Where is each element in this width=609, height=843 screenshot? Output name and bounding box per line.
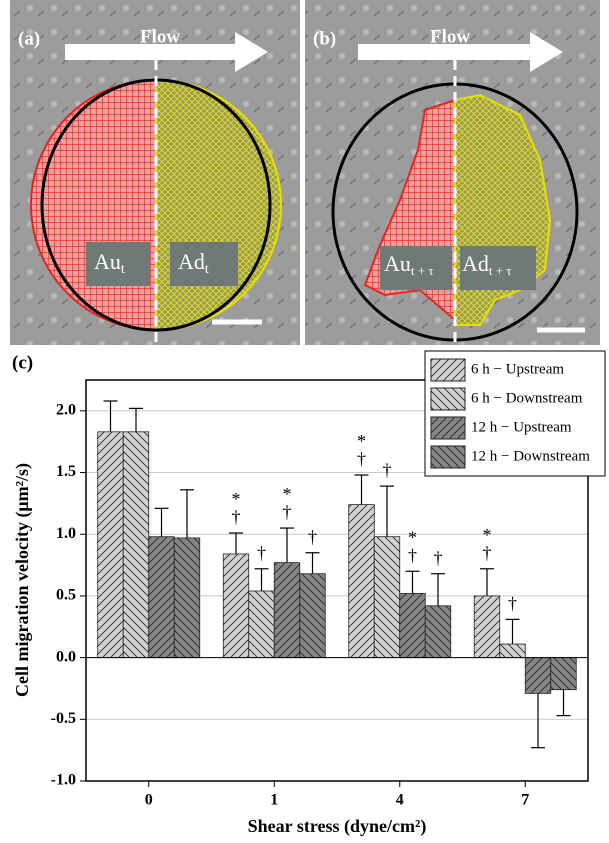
y-axis-label: Cell migration velocity (μm²/s): [12, 463, 33, 697]
bar: [473, 595, 501, 659]
x-tick-label: 7: [521, 792, 529, 809]
area-label: Adt: [178, 249, 209, 277]
panel-label: (b): [313, 28, 336, 49]
bar: [499, 643, 526, 659]
bar: [222, 553, 250, 659]
x-tick-label: 1: [270, 792, 278, 809]
bar: [348, 504, 375, 659]
bar: [399, 593, 426, 659]
x-axis-label: Shear stress (dyne/cm²): [248, 816, 427, 837]
legend-swatch: [430, 445, 466, 469]
y-tick-label: 1.0: [56, 525, 76, 542]
legend-swatch: [430, 416, 466, 440]
plot-frame: [85, 379, 589, 782]
x-tick-label: 4: [396, 792, 404, 809]
bar: [248, 590, 275, 659]
legend-label: 6 h − Upstream: [471, 361, 564, 377]
significance-mark: †: [408, 545, 417, 565]
legend-label: 12 h − Upstream: [471, 419, 572, 435]
significance-mark: †: [283, 502, 292, 522]
significance-mark: *: [357, 431, 366, 451]
bar: [173, 537, 201, 659]
bar: [273, 562, 301, 659]
area-label: Aut + τ: [384, 251, 434, 278]
y-tick-label: -0.5: [51, 710, 76, 727]
significance-mark: †: [308, 527, 317, 547]
significance-mark: †: [383, 460, 392, 480]
significance-mark: †: [434, 548, 443, 568]
panel-a: (a) Flow Aut Adt: [10, 0, 300, 345]
x-tick-label: 0: [145, 792, 153, 809]
legend-swatch: [430, 358, 466, 382]
flow-label: Flow: [430, 26, 470, 47]
significance-mark: *: [232, 489, 241, 509]
bar: [122, 431, 150, 659]
significance-mark: *: [283, 484, 292, 504]
panel-label: (a): [18, 28, 40, 49]
bar: [550, 657, 577, 691]
bar: [97, 431, 124, 659]
legend-label: 12 h − Downstream: [471, 448, 590, 464]
bar: [373, 536, 401, 659]
panel-b: (b) Flow Aut + τ Adt + τ: [305, 0, 600, 345]
y-tick-label: -1.0: [51, 772, 76, 789]
significance-mark: †: [508, 593, 517, 613]
bar: [299, 573, 326, 659]
area-label: Aut: [94, 249, 125, 277]
bar: [524, 657, 552, 694]
significance-mark: †: [232, 507, 241, 527]
y-tick-label: 0.0: [56, 648, 76, 665]
panel-label: (c): [12, 352, 33, 373]
y-tick-label: 0.5: [56, 587, 76, 604]
significance-mark: †: [357, 449, 366, 469]
y-tick-label: 1.5: [56, 463, 76, 480]
significance-mark: †: [483, 543, 492, 563]
legend-label: 6 h − Downstream: [471, 390, 583, 406]
legend-swatch: [430, 387, 466, 411]
bar: [424, 605, 452, 659]
significance-mark: †: [257, 543, 266, 563]
bar: [148, 536, 175, 659]
flow-label: Flow: [140, 26, 180, 47]
y-tick-label: 2.0: [56, 402, 76, 419]
area-label: Adt + τ: [462, 251, 512, 278]
significance-mark: *: [408, 527, 417, 547]
significance-mark: *: [483, 525, 492, 545]
